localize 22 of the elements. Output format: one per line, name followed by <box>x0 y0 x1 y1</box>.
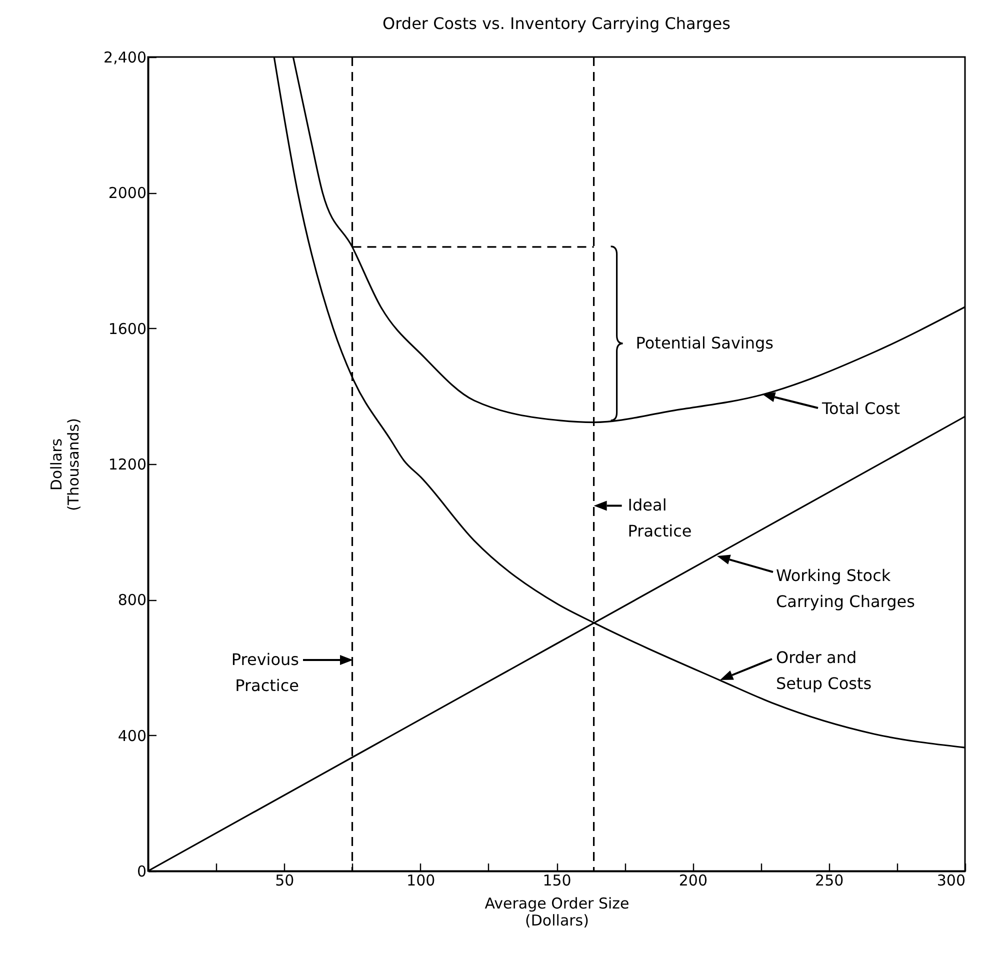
y-tick-label: 800 <box>118 591 146 610</box>
y-tick-label: 400 <box>118 726 146 745</box>
x-tick-label: 200 <box>678 872 708 890</box>
annotation: Order and Setup Costs <box>776 648 872 693</box>
annotation: Ideal Practice <box>628 496 692 541</box>
x-axis-title: Average Order Size (Dollars) <box>484 894 630 930</box>
x-tick-label: 250 <box>815 872 844 890</box>
chart-title: Order Costs vs. Inventory Carrying Charges <box>382 14 730 33</box>
x-tick-label: 100 <box>406 872 436 890</box>
x-tick-label: 300 <box>936 872 966 890</box>
x-tick-label: 150 <box>542 872 572 890</box>
annotation: Previous Practice <box>231 650 299 695</box>
y-tick-label: 2,400 <box>104 48 146 66</box>
y-tick-label: 1200 <box>108 456 146 474</box>
y-axis-title: Dollars (Thousands) <box>48 418 83 511</box>
annotation: Potential Savings <box>636 333 774 352</box>
y-tick-label: 1600 <box>108 320 146 338</box>
annotation: Total Cost <box>821 399 900 418</box>
y-tick-label: 0 <box>136 862 146 880</box>
annotation: Working Stock Carrying Charges <box>776 566 915 611</box>
x-tick-label: 50 <box>275 872 294 890</box>
y-tick-label: 2000 <box>108 184 146 202</box>
